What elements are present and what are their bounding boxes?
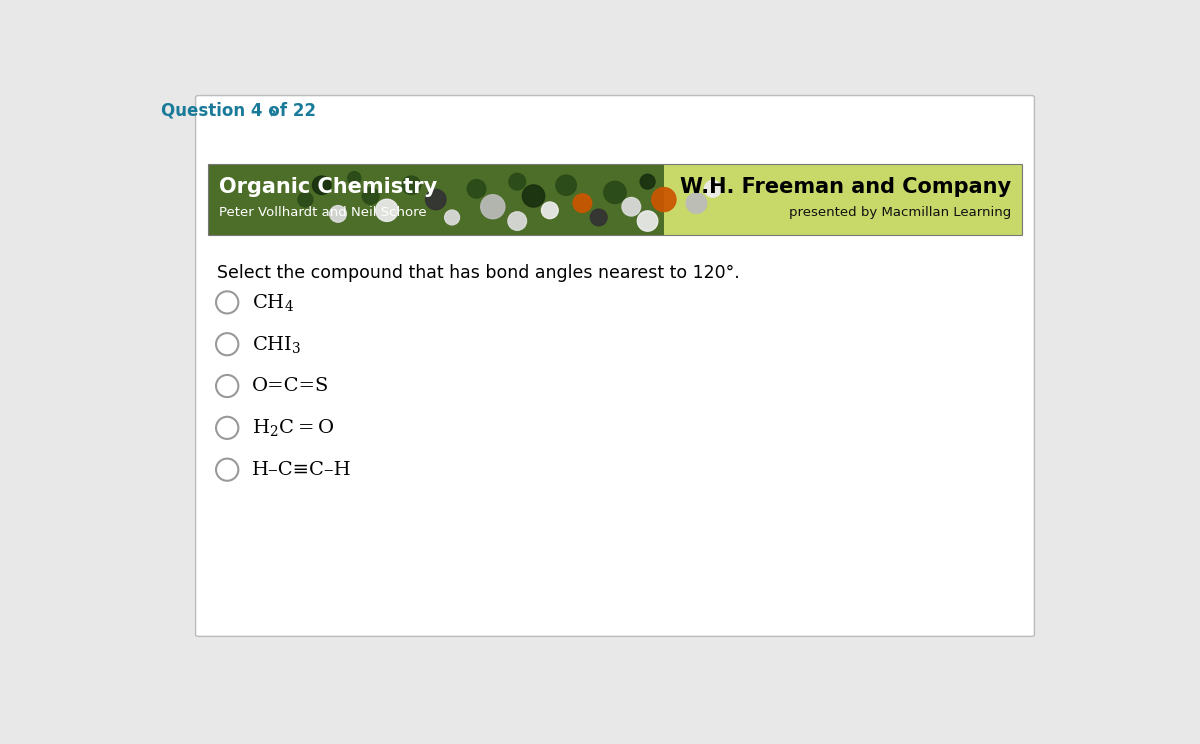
Text: ›: › bbox=[268, 102, 276, 121]
Bar bbox=[208, 164, 1022, 235]
Text: H–C≡C–H: H–C≡C–H bbox=[252, 461, 352, 478]
Ellipse shape bbox=[541, 202, 558, 219]
Ellipse shape bbox=[590, 209, 607, 225]
Text: $\mathregular{H_2C=O}$: $\mathregular{H_2C=O}$ bbox=[252, 417, 335, 438]
Ellipse shape bbox=[402, 176, 421, 194]
Text: Organic Chemistry: Organic Chemistry bbox=[218, 177, 437, 197]
Ellipse shape bbox=[376, 199, 398, 222]
Ellipse shape bbox=[445, 210, 460, 225]
Ellipse shape bbox=[348, 172, 361, 185]
Ellipse shape bbox=[637, 211, 658, 231]
Ellipse shape bbox=[426, 190, 446, 210]
Ellipse shape bbox=[330, 205, 347, 222]
Bar bbox=[664, 164, 1022, 235]
Ellipse shape bbox=[481, 195, 505, 219]
FancyBboxPatch shape bbox=[196, 95, 1034, 636]
Ellipse shape bbox=[522, 185, 545, 207]
Text: presented by Macmillan Learning: presented by Macmillan Learning bbox=[788, 205, 1012, 219]
Text: Question 4 of 22: Question 4 of 22 bbox=[161, 102, 316, 120]
Ellipse shape bbox=[508, 212, 527, 231]
Ellipse shape bbox=[574, 194, 592, 212]
Ellipse shape bbox=[556, 175, 576, 196]
Text: $\mathregular{CHI_3}$: $\mathregular{CHI_3}$ bbox=[252, 334, 301, 355]
Ellipse shape bbox=[640, 174, 655, 189]
Ellipse shape bbox=[467, 179, 486, 198]
Text: $\mathregular{CH_4}$: $\mathregular{CH_4}$ bbox=[252, 292, 294, 313]
Text: O=C=S: O=C=S bbox=[252, 377, 330, 395]
Text: Peter Vollhardt and Neil Schore: Peter Vollhardt and Neil Schore bbox=[218, 205, 426, 219]
Ellipse shape bbox=[652, 187, 676, 211]
Ellipse shape bbox=[704, 181, 721, 197]
Ellipse shape bbox=[604, 182, 626, 204]
Ellipse shape bbox=[686, 193, 707, 214]
Bar bbox=[208, 164, 664, 235]
Ellipse shape bbox=[362, 187, 379, 205]
Ellipse shape bbox=[622, 197, 641, 216]
Ellipse shape bbox=[509, 173, 526, 190]
Ellipse shape bbox=[298, 192, 313, 207]
Ellipse shape bbox=[312, 176, 331, 194]
Text: Select the compound that has bond angles nearest to 120°.: Select the compound that has bond angles… bbox=[217, 264, 739, 282]
Text: W.H. Freeman and Company: W.H. Freeman and Company bbox=[680, 177, 1012, 197]
